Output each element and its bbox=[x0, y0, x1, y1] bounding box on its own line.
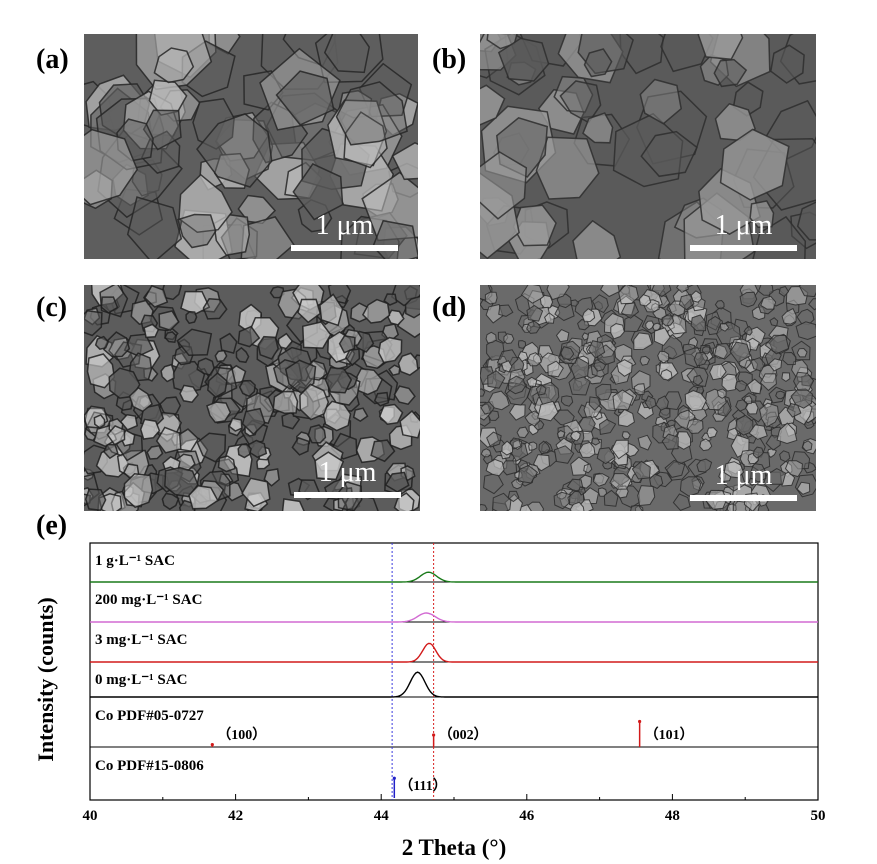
y-axis-label: Intensity (counts) bbox=[33, 597, 58, 761]
scale-bar-d bbox=[690, 495, 797, 501]
series-line bbox=[90, 571, 818, 583]
panel-label-c: (c) bbox=[36, 292, 68, 323]
series-line bbox=[90, 612, 818, 623]
x-tick-label: 46 bbox=[519, 808, 535, 824]
reference-stick-tip bbox=[392, 776, 396, 780]
x-tick-label: 44 bbox=[374, 808, 390, 824]
panel-label-e: (e) bbox=[36, 510, 68, 541]
series-label: 0 mg·L⁻¹ SAC bbox=[95, 672, 187, 688]
series-label: 200 mg·L⁻¹ SAC bbox=[95, 592, 202, 608]
sem-image-b bbox=[480, 34, 816, 259]
miller-index-label: （101） bbox=[645, 727, 694, 743]
series-line bbox=[90, 642, 818, 663]
reference-label: Co PDF#15-0806 bbox=[95, 758, 204, 774]
panel-label-b: (b) bbox=[432, 44, 467, 75]
panel-label-a: (a) bbox=[36, 44, 69, 75]
reference-stick-tip bbox=[638, 719, 642, 724]
scale-label-a: 1 μm bbox=[315, 210, 374, 241]
plot-frame bbox=[89, 542, 819, 801]
miller-index-label: （100） bbox=[217, 727, 266, 743]
panel-label-d: (d) bbox=[432, 292, 467, 323]
reference-stick-tip bbox=[432, 733, 436, 737]
sem-image-c bbox=[84, 285, 420, 511]
sem-image-a bbox=[84, 34, 418, 259]
series-label: 1 g·L⁻¹ SAC bbox=[95, 553, 175, 569]
x-tick-label: 50 bbox=[811, 808, 826, 824]
scale-label-c: 1 μm bbox=[318, 457, 377, 488]
reference-stick-tip bbox=[210, 743, 214, 747]
reference-label: Co PDF#05-0727 bbox=[95, 708, 204, 724]
x-tick-label: 40 bbox=[83, 808, 98, 824]
scale-bar-b bbox=[690, 245, 797, 251]
scale-bar-a bbox=[291, 245, 398, 251]
series-line bbox=[90, 671, 818, 698]
x-axis-label: 2 Theta (°) bbox=[402, 835, 507, 860]
miller-index-label: （111） bbox=[399, 778, 446, 794]
scale-label-b: 1 μm bbox=[714, 210, 773, 241]
series-label: 3 mg·L⁻¹ SAC bbox=[95, 632, 187, 648]
x-tick-label: 48 bbox=[665, 808, 680, 824]
scale-label-d: 1 μm bbox=[714, 460, 773, 491]
x-tick-label: 42 bbox=[228, 808, 243, 824]
sem-image-d bbox=[480, 285, 816, 511]
scale-bar-c bbox=[294, 492, 401, 498]
miller-index-label: （002） bbox=[439, 727, 488, 743]
